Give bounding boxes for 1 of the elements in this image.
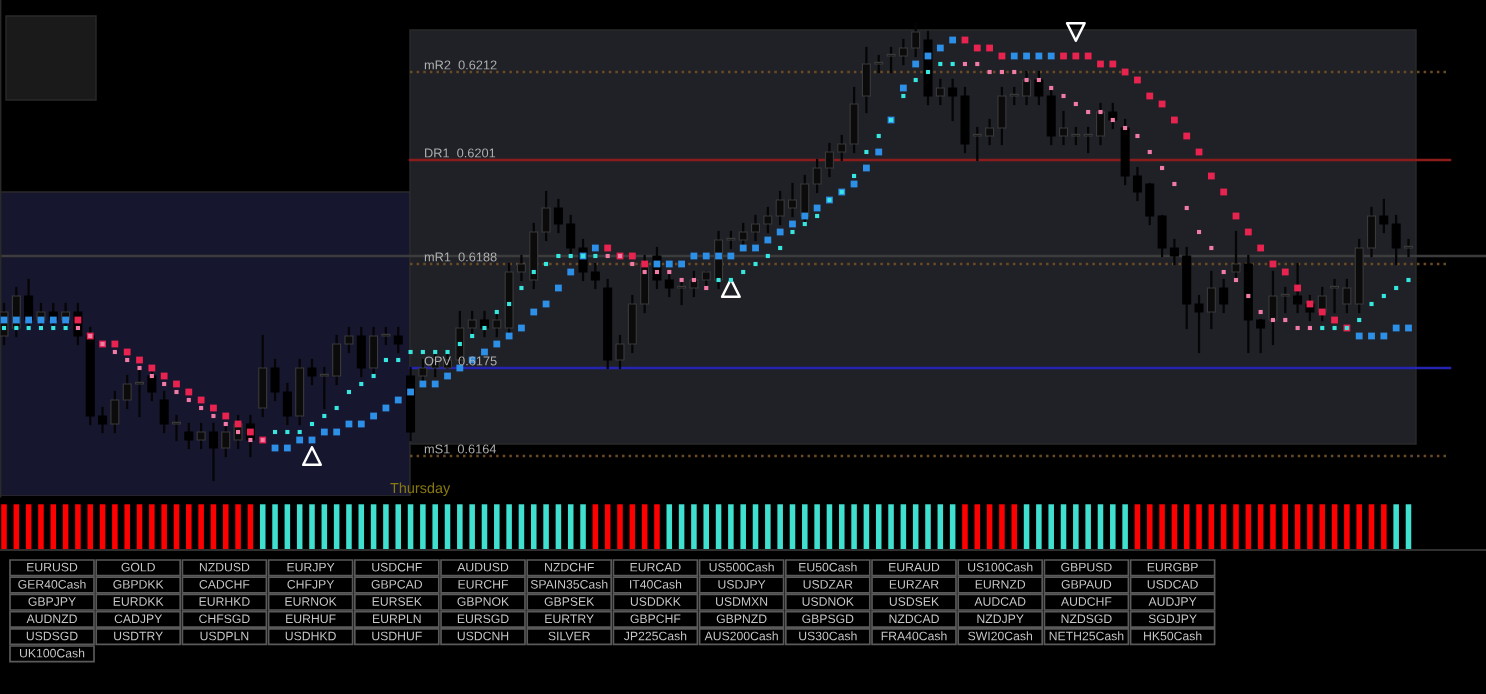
candlestick [184, 422, 194, 450]
